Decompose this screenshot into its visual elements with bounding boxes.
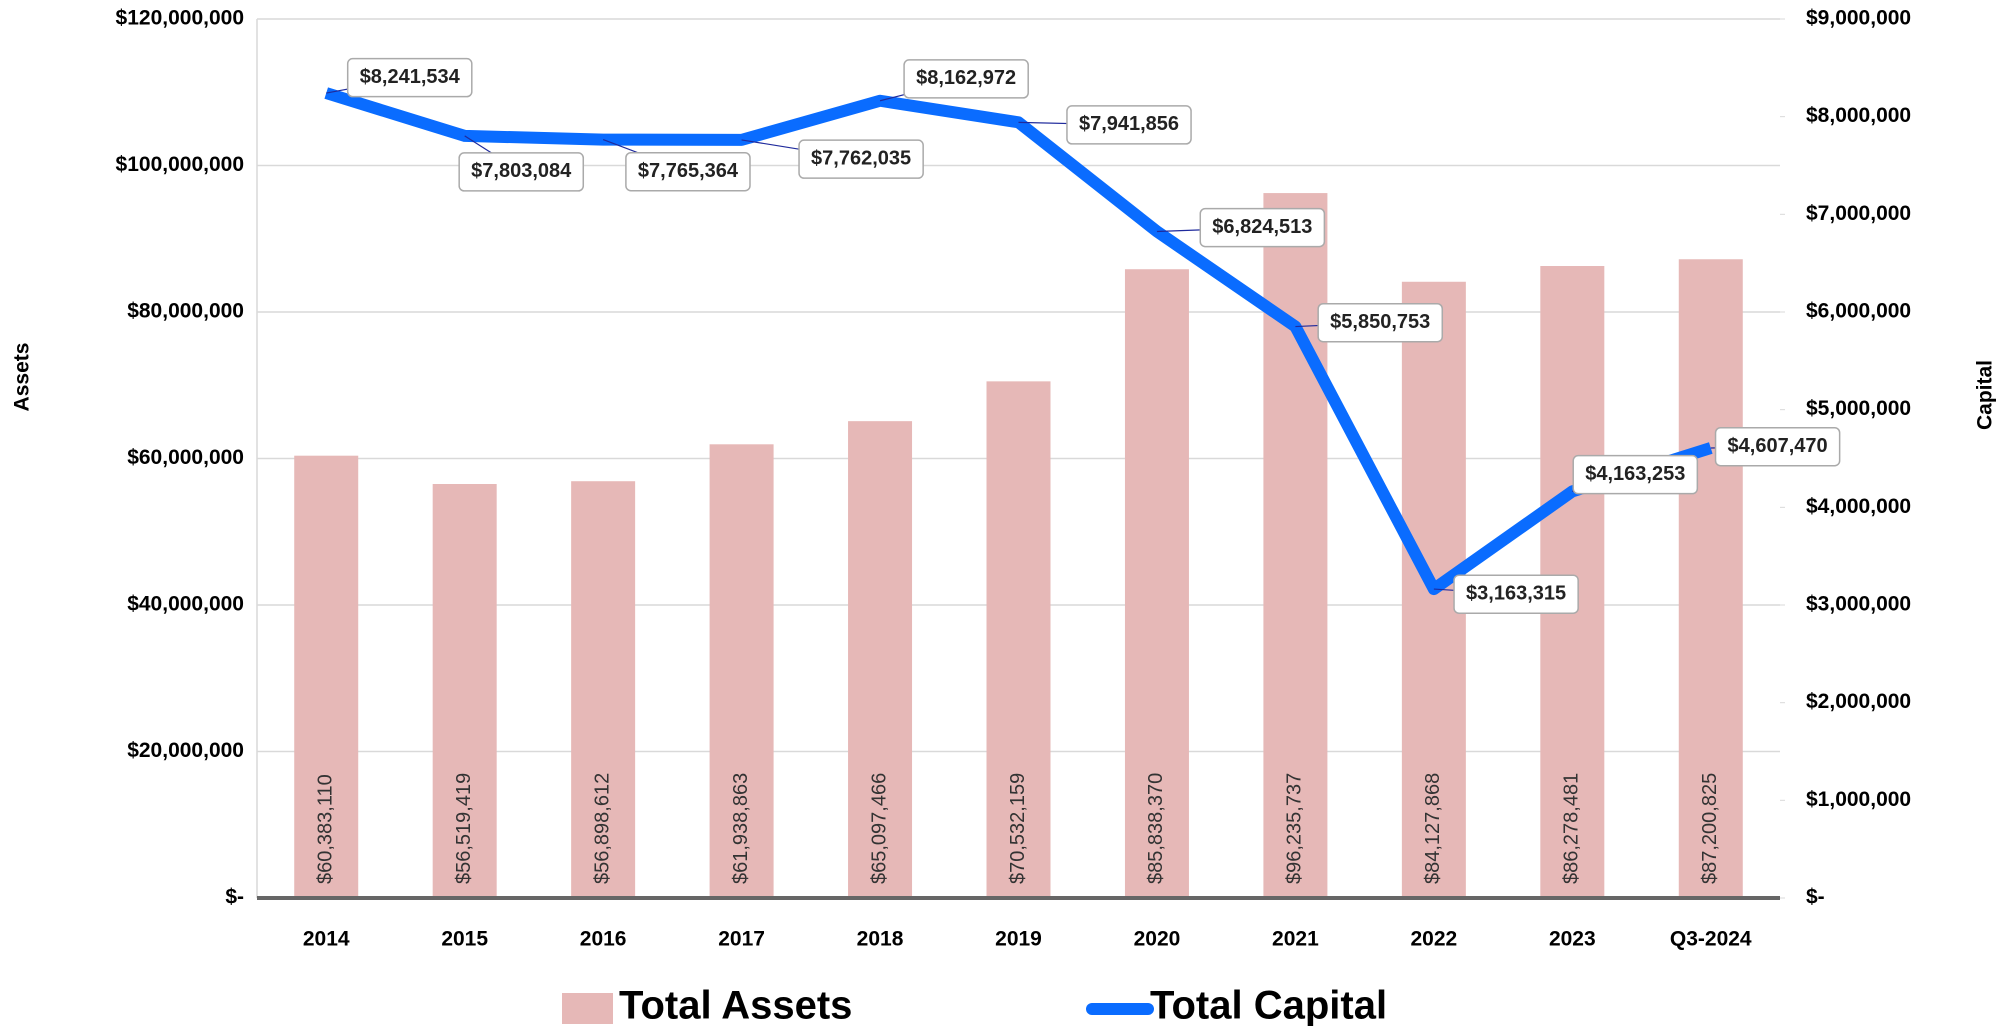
- callout: $8,162,972: [879, 59, 1029, 102]
- line: [324, 87, 1713, 596]
- y-tick-label: $60,000,000: [127, 446, 244, 469]
- bar: [1124, 269, 1189, 898]
- line-value-label: $5,850,753: [1330, 311, 1430, 333]
- callout-box: [458, 152, 585, 192]
- x-tick-label: 2020: [1134, 928, 1181, 951]
- callout-box: [346, 57, 473, 98]
- y2-tick-label: $8,000,000: [1806, 104, 1911, 127]
- line-value-label: $8,162,972: [916, 67, 1016, 89]
- y-tick-label: $-: [225, 886, 244, 909]
- bar-value-label: $61,938,863: [730, 773, 752, 884]
- x-tick-label: 2014: [303, 928, 350, 951]
- line-value-label: $4,607,470: [1728, 435, 1828, 457]
- y2-tick-label: $6,000,000: [1806, 300, 1911, 323]
- legend-swatch: [562, 993, 613, 1024]
- y-tick-label: $40,000,000: [127, 593, 244, 616]
- y-tick-label: $20,000,000: [127, 739, 244, 762]
- bar: [432, 483, 497, 898]
- bar-value-label: $87,200,825: [1699, 773, 1721, 884]
- bar-value-label: $60,383,110: [315, 774, 337, 884]
- y-tick-label: $120,000,000: [116, 7, 244, 30]
- x-tick-label: 2016: [580, 928, 627, 951]
- callout-box: [1066, 105, 1192, 145]
- line-value-label: $7,765,364: [638, 160, 739, 182]
- line-value-label: $7,803,084: [471, 160, 572, 182]
- callout: $8,241,534: [326, 57, 473, 98]
- callout: $7,762,035: [741, 139, 924, 179]
- bar: [571, 481, 636, 898]
- bar-value-label: $56,898,612: [591, 773, 613, 884]
- bar-value-label: $70,532,159: [1007, 773, 1029, 884]
- x-tick-label: 2015: [441, 928, 488, 951]
- callout-box: [625, 151, 751, 192]
- y-tick-label: $100,000,000: [116, 153, 244, 176]
- callout-box: [903, 59, 1029, 99]
- bar: [1678, 259, 1743, 898]
- callout: $6,824,513: [1156, 207, 1326, 248]
- y2-tick-label: $-: [1806, 886, 1825, 909]
- callout: $7,941,856: [1018, 105, 1192, 145]
- y2-tick-label: $5,000,000: [1806, 397, 1911, 420]
- bar-value-label: $84,127,868: [1422, 773, 1444, 884]
- legend-label: Total Assets: [619, 984, 852, 1026]
- bar-value-label: $86,278,481: [1561, 773, 1583, 884]
- callout-box: [1714, 426, 1841, 467]
- y2-tick-label: $2,000,000: [1806, 690, 1911, 713]
- callout-box: [1317, 302, 1444, 343]
- y2-tick-label: $1,000,000: [1806, 788, 1911, 811]
- legend-label: Total Capital: [1150, 984, 1387, 1026]
- bar: [986, 381, 1051, 898]
- callout-box: [1572, 454, 1699, 495]
- callout-box: [798, 139, 924, 179]
- callout: $5,850,753: [1295, 302, 1444, 343]
- callout: $4,607,470: [1710, 426, 1841, 467]
- y2-tick-label: $9,000,000: [1806, 7, 1911, 30]
- x-tick-label: 2019: [995, 928, 1042, 951]
- line-value-label: $3,163,315: [1466, 582, 1566, 604]
- callout-box: [1453, 574, 1579, 614]
- callout: $4,163,253: [1572, 454, 1699, 495]
- line-value-label: $4,163,253: [1585, 463, 1685, 485]
- bar-value-label: $65,097,466: [868, 773, 890, 884]
- bar: [709, 444, 774, 898]
- line-value-label: $7,762,035: [811, 147, 911, 169]
- y2-tick-label: $4,000,000: [1806, 495, 1911, 518]
- x-tick-label: 2022: [1411, 928, 1458, 951]
- bar-value-label: $56,519,419: [453, 773, 475, 884]
- bar: [848, 421, 913, 898]
- callout-box: [1199, 207, 1326, 248]
- x-tick-label: Q3-2024: [1670, 928, 1752, 951]
- callout: $7,803,084: [458, 135, 585, 192]
- bar-value-label: $96,235,737: [1284, 773, 1306, 884]
- callout: $3,163,315: [1433, 574, 1579, 614]
- y2-axis-title: Capital: [1974, 360, 1997, 430]
- y-axis-title: Assets: [11, 343, 34, 412]
- bar: [294, 455, 359, 898]
- x-tick-label: 2021: [1272, 928, 1319, 951]
- x-tick-label: 2023: [1549, 928, 1596, 951]
- y2-tick-label: $7,000,000: [1806, 202, 1911, 225]
- callout: $7,765,364: [602, 139, 751, 192]
- line-value-label: $7,941,856: [1079, 113, 1179, 135]
- y2-tick-label: $3,000,000: [1806, 593, 1911, 616]
- line-value-label: $8,241,534: [360, 66, 461, 88]
- bar-value-label: $85,838,370: [1145, 773, 1167, 884]
- x-tick-label: 2017: [718, 928, 765, 951]
- x-tick-label: 2018: [857, 928, 904, 951]
- line-value-label: $6,824,513: [1212, 216, 1312, 238]
- y-tick-label: $80,000,000: [127, 300, 244, 323]
